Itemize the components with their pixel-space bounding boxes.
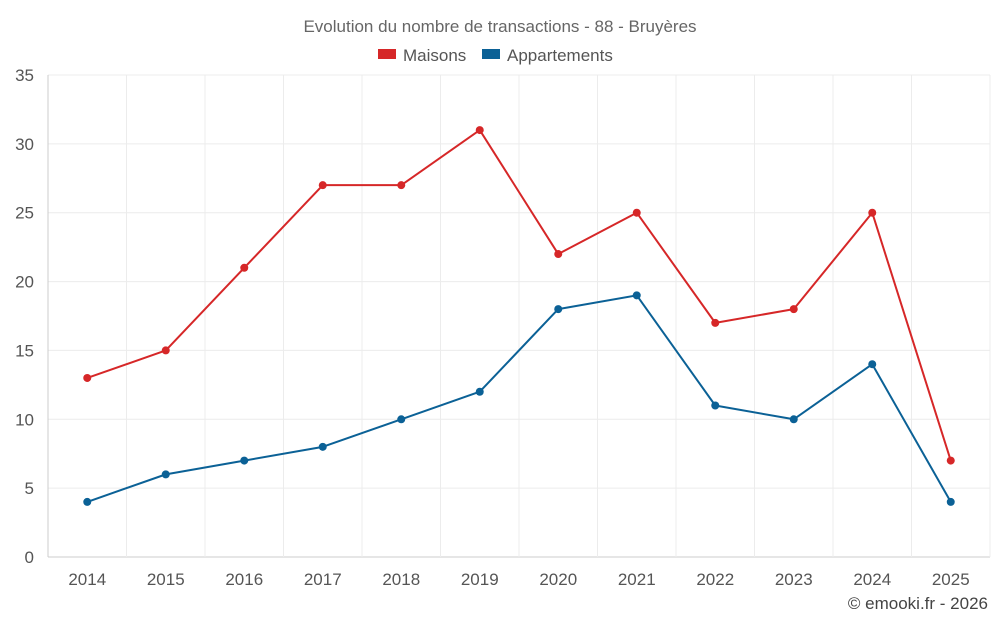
y-tick-label: 35 <box>15 66 34 85</box>
x-tick-label: 2023 <box>775 570 813 589</box>
data-point-appartements[interactable] <box>711 401 720 410</box>
data-point-appartements[interactable] <box>632 291 641 300</box>
legend-label-maisons[interactable]: Maisons <box>403 46 466 65</box>
y-tick-label: 15 <box>15 341 34 360</box>
data-point-maisons[interactable] <box>397 181 406 190</box>
data-point-maisons[interactable] <box>789 305 798 314</box>
data-point-maisons[interactable] <box>554 250 563 259</box>
y-tick-label: 25 <box>15 204 34 223</box>
credit-text: © emooki.fr - 2026 <box>848 594 988 613</box>
grid <box>47 74 991 558</box>
legend-label-appartements[interactable]: Appartements <box>507 46 613 65</box>
data-point-maisons[interactable] <box>868 208 877 217</box>
x-tick-label: 2017 <box>304 570 342 589</box>
x-tick-label: 2019 <box>461 570 499 589</box>
series-line-maisons <box>86 129 952 461</box>
chart-title: Evolution du nombre de transactions - 88… <box>303 17 696 36</box>
data-point-appartements[interactable] <box>475 387 484 396</box>
data-point-appartements[interactable] <box>240 456 249 465</box>
x-tick-label: 2024 <box>853 570 891 589</box>
data-point-appartements[interactable] <box>83 497 92 506</box>
legend-swatch-appartements <box>482 49 500 59</box>
data-point-appartements[interactable] <box>318 442 327 451</box>
data-point-maisons[interactable] <box>946 456 955 465</box>
data-point-maisons[interactable] <box>161 346 170 355</box>
data-point-maisons[interactable] <box>475 126 484 135</box>
series-line-appartements <box>86 294 952 503</box>
data-point-appartements[interactable] <box>789 415 798 424</box>
x-tick-label: 2018 <box>382 570 420 589</box>
y-tick-label: 10 <box>15 410 34 429</box>
data-point-maisons[interactable] <box>711 318 720 327</box>
data-point-appartements[interactable] <box>161 470 170 479</box>
y-tick-label: 20 <box>15 273 34 292</box>
data-point-maisons[interactable] <box>83 373 92 382</box>
data-point-appartements[interactable] <box>554 305 563 314</box>
x-tick-label: 2025 <box>932 570 970 589</box>
legend: Maisons Appartements <box>378 46 613 65</box>
x-tick-label: 2020 <box>539 570 577 589</box>
x-tick-label: 2016 <box>225 570 263 589</box>
x-tick-label: 2022 <box>696 570 734 589</box>
data-point-appartements[interactable] <box>946 497 955 506</box>
y-tick-label: 5 <box>25 479 34 498</box>
y-axis-ticks: 0 5 10 15 20 25 30 35 <box>15 66 34 567</box>
x-axis-ticks: 2014 2015 2016 2017 2018 2019 2020 2021 2022 2023… <box>68 570 969 589</box>
data-point-appartements[interactable] <box>868 360 877 369</box>
y-tick-label: 0 <box>25 548 34 567</box>
x-tick-label: 2014 <box>68 570 106 589</box>
y-tick-label: 30 <box>15 135 34 154</box>
data-point-maisons[interactable] <box>240 263 249 272</box>
legend-swatch-maisons <box>378 49 396 59</box>
series <box>83 126 955 506</box>
x-tick-label: 2015 <box>147 570 185 589</box>
data-point-appartements[interactable] <box>397 415 406 424</box>
x-tick-label: 2021 <box>618 570 656 589</box>
data-point-maisons[interactable] <box>318 181 327 190</box>
data-point-maisons[interactable] <box>632 208 641 217</box>
